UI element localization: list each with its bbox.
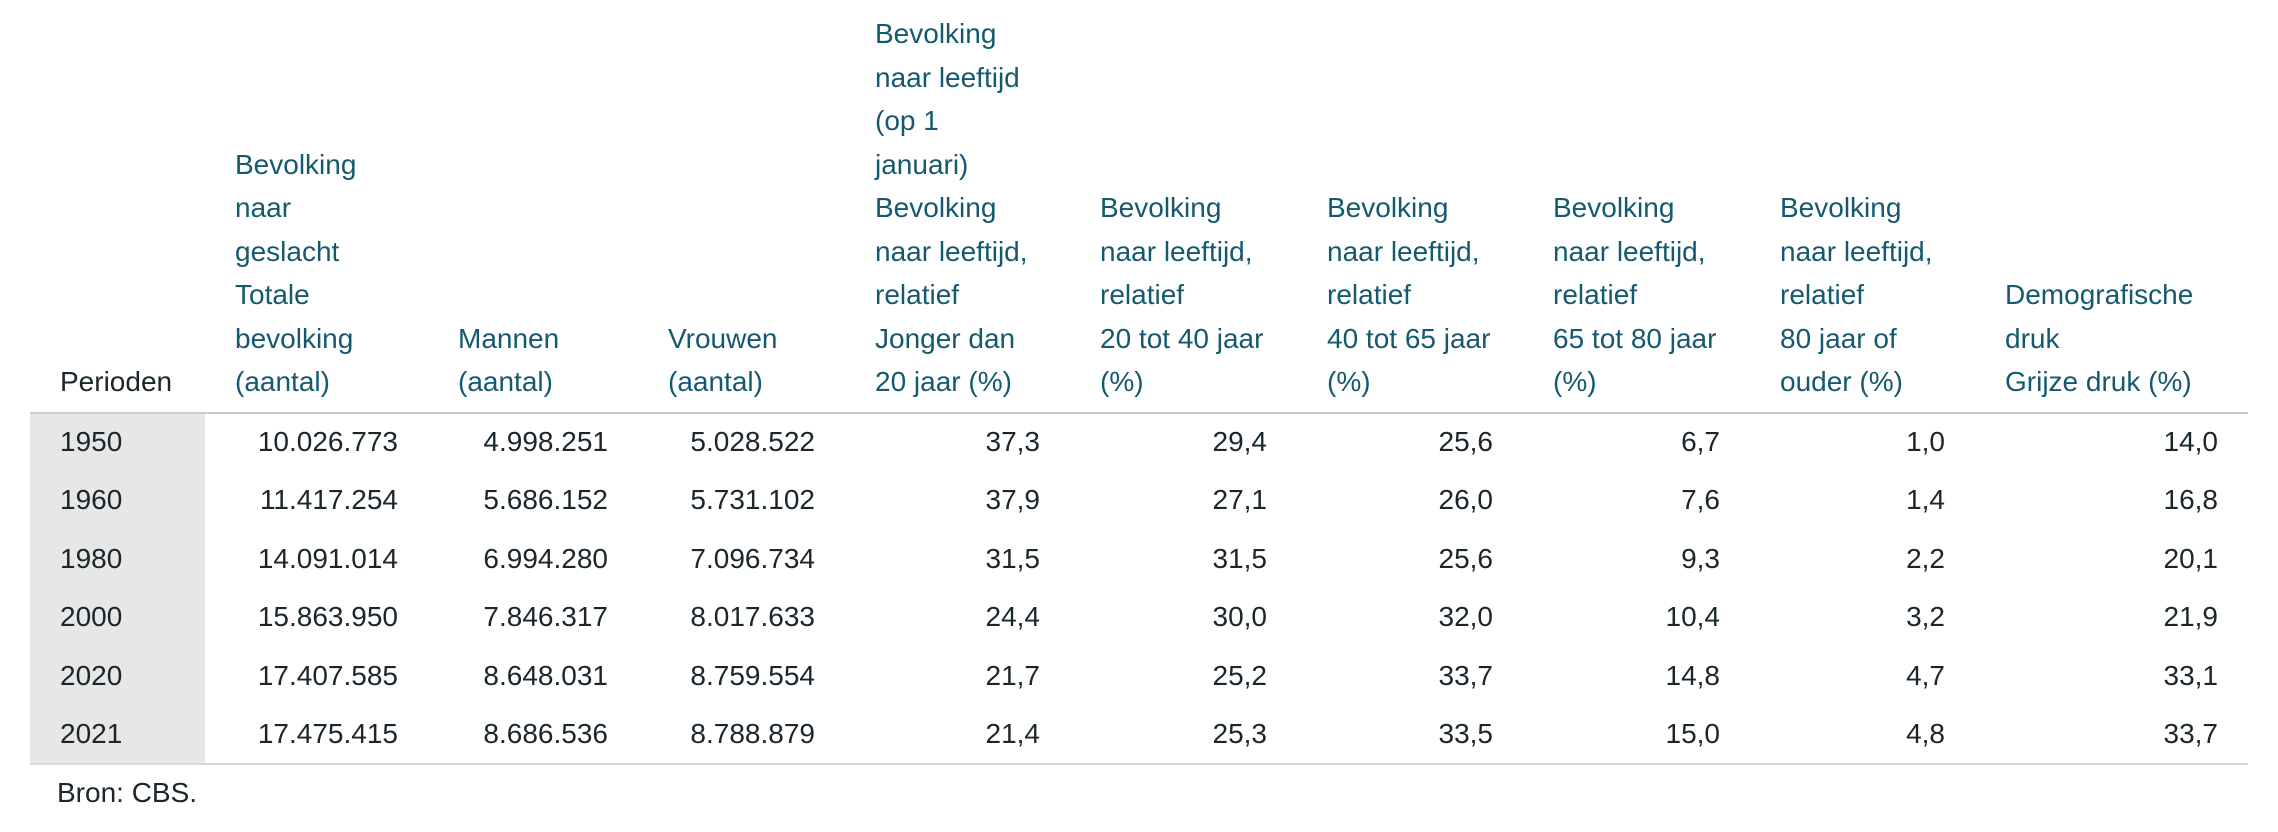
column-header-vrouwen: Vrouwen (aantal)	[668, 322, 778, 398]
table-row-1950: 1950 10.026.773 4.998.251 5.028.522 37,3…	[30, 411, 2248, 471]
table-cell: 31,5	[1212, 542, 1268, 574]
table-cell: 27,1	[1212, 484, 1268, 516]
table-cell: 10,4	[1665, 601, 1721, 633]
table-cell: 30,0	[1212, 601, 1268, 633]
table-cell: 8.648.031	[483, 659, 608, 691]
column-header-perioden: Perioden	[60, 366, 173, 397]
table-cell: 8.017.633	[690, 601, 815, 633]
table-cell: 5.028.522	[638, 411, 845, 471]
table-cell: 21,7	[985, 659, 1041, 691]
source-note: Bron: CBS.	[57, 776, 198, 808]
column-header-mannen: Mannen (aantal)	[458, 322, 560, 398]
period-cell: 2020	[30, 646, 205, 705]
table-cell: 6.994.280	[483, 542, 608, 574]
table-cell: 33,7	[1975, 705, 2248, 765]
table-cell: 33,5	[1297, 705, 1523, 765]
table-cell: 31,5	[985, 542, 1041, 574]
table-cell: 17.407.585	[257, 659, 398, 691]
table-cell: 33,7	[1438, 659, 1494, 691]
table-cell: 24,4	[985, 601, 1041, 633]
table-cell: 4,8	[1750, 705, 1975, 765]
period-cell: 1950	[30, 411, 205, 471]
table-cell: 25,6	[1438, 542, 1494, 574]
table-cell: 2,2	[1906, 542, 1945, 574]
table-cell: 21,4	[845, 705, 1070, 765]
table-cell: 5.686.152	[483, 484, 608, 516]
table-row-1980: 1980 14.091.014 6.994.280 7.096.734 31,5…	[30, 529, 2248, 588]
table-row-2021: 2021 17.475.415 8.686.536 8.788.879 21,4…	[30, 705, 2248, 765]
period-cell: 1980	[30, 529, 205, 588]
table-cell: 14.091.014	[257, 542, 398, 574]
table-cell: 29,4	[1070, 411, 1297, 471]
table-cell: 26,0	[1438, 484, 1494, 516]
column-header-grijze-druk: Demografische druk Grijze druk (%)	[2005, 279, 2194, 397]
table-cell: 7,6	[1681, 484, 1720, 516]
table-cell: 8.686.536	[428, 705, 638, 765]
table-cell: 7.096.734	[690, 542, 815, 574]
column-header-65-tot-80: Bevolking naar leeftijd, relatief 65 tot…	[1553, 192, 1717, 397]
table-header: Perioden Bevolking naar geslacht Totale …	[30, 0, 2248, 413]
table-cell: 8.759.554	[690, 659, 815, 691]
period-cell: 1960	[30, 471, 205, 530]
table-cell: 1,4	[1906, 484, 1945, 516]
table-cell: 14,0	[1975, 411, 2248, 471]
column-header-40-tot-65: Bevolking naar leeftijd, relatief 40 tot…	[1327, 192, 1491, 397]
table-cell: 17.475.415	[205, 705, 428, 765]
table-row-2000: 2000 15.863.950 7.846.317 8.017.633 24,4…	[30, 588, 2248, 647]
period-cell: 2000	[30, 588, 205, 647]
table-cell: 6,7	[1523, 411, 1750, 471]
table-cell: 20,1	[2163, 542, 2219, 574]
table-cell: 10.026.773	[205, 411, 428, 471]
table-cell: 37,9	[985, 484, 1041, 516]
table-cell: 16,8	[2163, 484, 2219, 516]
table-cell: 32,0	[1438, 601, 1494, 633]
table-cell: 9,3	[1681, 542, 1720, 574]
table-body: 1950 10.026.773 4.998.251 5.028.522 37,3…	[30, 411, 2248, 765]
period-cell: 2021	[30, 705, 205, 765]
table-cell: 4,7	[1906, 659, 1945, 691]
table-cell: 25,6	[1297, 411, 1523, 471]
table-row-2020: 2020 17.407.585 8.648.031 8.759.554 21,7…	[30, 646, 2248, 705]
table-cell: 8.788.879	[638, 705, 845, 765]
table-row-1960: 1960 11.417.254 5.686.152 5.731.102 37,9…	[30, 471, 2248, 530]
table-cell: 25,2	[1212, 659, 1268, 691]
column-header-jonger-dan-20: Bevolking naar leeftijd (op 1 januari) B…	[875, 18, 1028, 397]
header-row: Perioden Bevolking naar geslacht Totale …	[30, 0, 2248, 413]
table-cell: 37,3	[845, 411, 1070, 471]
table-cell: 1,0	[1750, 411, 1975, 471]
table-cell: 15,0	[1523, 705, 1750, 765]
column-header-20-tot-40: Bevolking naar leeftijd, relatief 20 tot…	[1100, 192, 1264, 397]
table-cell: 3,2	[1906, 601, 1945, 633]
column-header-totale-bevolking: Bevolking naar geslacht Totale bevolking…	[235, 148, 357, 398]
table-cell: 21,9	[2163, 601, 2219, 633]
table-cell: 7.846.317	[483, 601, 608, 633]
table-cell: 25,3	[1070, 705, 1297, 765]
table-cell: 4.998.251	[428, 411, 638, 471]
population-table: Perioden Bevolking naar geslacht Totale …	[30, 0, 2248, 765]
table-cell: 11.417.254	[259, 484, 398, 516]
table-cell: 14,8	[1665, 659, 1721, 691]
column-header-80-of-ouder: Bevolking naar leeftijd, relatief 80 jaa…	[1780, 192, 1933, 397]
table-cell: 15.863.950	[257, 601, 398, 633]
table-cell: 33,1	[2163, 659, 2219, 691]
table-cell: 5.731.102	[690, 484, 815, 516]
